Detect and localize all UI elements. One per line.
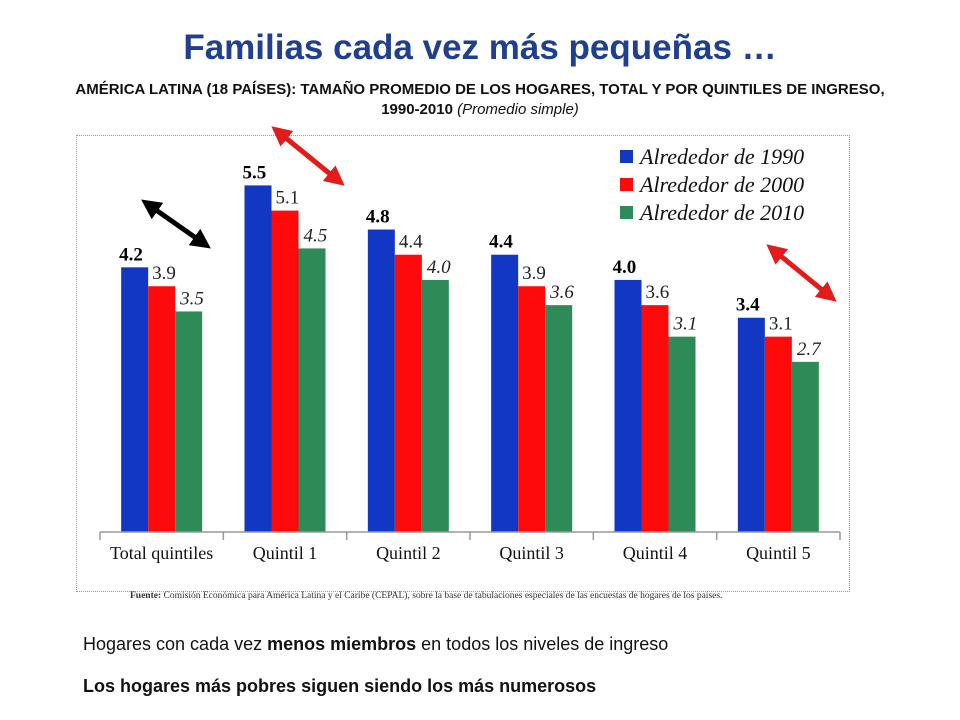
value-label-quintil-1-alrededor-de-2000: 5.1 — [276, 188, 300, 209]
tick-label-total-quintiles: Total quintiles — [110, 543, 213, 563]
value-label-quintil-4-alrededor-de-2000: 3.6 — [646, 282, 670, 303]
value-label-quintil-5-alrededor-de-2010: 2.7 — [797, 339, 822, 360]
value-label-quintil-3-alrededor-de-2000: 3.9 — [522, 263, 546, 284]
bar-quintil-3-alrededor-de-2000 — [518, 286, 546, 532]
bar-quintil-5-alrededor-de-2000 — [764, 336, 792, 532]
bar-quintil-2-alrededor-de-2010 — [421, 279, 449, 532]
tick-label-quintil-2: Quintil 2 — [376, 543, 441, 563]
bar-quintil-3-alrededor-de-2010 — [545, 305, 573, 532]
value-label-total-quintiles-alrededor-de-1990: 4.2 — [119, 244, 143, 265]
value-label-quintil-2-alrededor-de-2010: 4.0 — [427, 257, 451, 278]
annotation-arrow-total — [141, 199, 211, 249]
value-label-total-quintiles-alrededor-de-2000: 3.9 — [152, 263, 176, 284]
bullet-hogares-pobres: Los hogares más pobres siguen siendo los… — [83, 676, 597, 696]
value-label-quintil-5-alrededor-de-2000: 3.1 — [769, 314, 793, 335]
bar-total-quintiles-alrededor-de-1990 — [121, 267, 149, 532]
annotation-arrow-quintil-5 — [766, 244, 837, 302]
bar-total-quintiles-alrededor-de-2010 — [175, 311, 203, 532]
bullet-1-bold: menos miembros — [267, 634, 417, 654]
bullet-1-post: en todos los niveles de ingreso — [416, 634, 669, 654]
bar-quintil-5-alrededor-de-1990 — [737, 317, 765, 532]
bar-quintil-4-alrededor-de-1990 — [614, 279, 642, 532]
value-label-quintil-3-alrededor-de-1990: 4.4 — [489, 232, 513, 253]
annotation-arrow-quintil-1 — [271, 126, 345, 186]
tick-label-quintil-5: Quintil 5 — [746, 543, 811, 563]
x-axis: Total quintiles Quintil 1 Quintil 2 Quintil… — [99, 531, 841, 563]
legend-label-alrededor-de-1990: Alrededor de 1990 — [638, 144, 804, 169]
bar-quintil-1-alrededor-de-1990 — [244, 185, 272, 532]
bar-quintil-4-alrededor-de-2000 — [641, 305, 669, 532]
value-label-quintil-4-alrededor-de-1990: 4.0 — [613, 257, 637, 278]
source-label: Fuente: — [130, 591, 162, 601]
chart-frame — [76, 135, 850, 592]
legend-label-alrededor-de-2000: Alrededor de 2000 — [638, 172, 804, 197]
bars-layer — [121, 185, 819, 532]
value-label-quintil-3-alrededor-de-2010: 3.6 — [549, 282, 574, 303]
bar-quintil-4-alrededor-de-2010 — [668, 336, 696, 532]
bullet-1-pre: Hogares con cada vez — [83, 634, 268, 654]
slide-title: Familias cada vez más pequeñas … — [183, 28, 777, 67]
bar-quintil-2-alrededor-de-1990 — [367, 229, 395, 532]
value-label-total-quintiles-alrededor-de-2010: 3.5 — [179, 288, 204, 309]
subtitle-note: (Promedio simple) — [457, 101, 579, 118]
value-label-quintil-5-alrededor-de-1990: 3.4 — [736, 295, 760, 316]
bar-quintil-1-alrededor-de-2000 — [271, 210, 299, 532]
tick-label-quintil-1: Quintil 1 — [253, 543, 318, 563]
chart-subtitle: AMÉRICA LATINA (18 PAÍSES): TAMAÑO PROME… — [60, 80, 900, 120]
value-label-quintil-4-alrededor-de-2010: 3.1 — [673, 314, 698, 335]
tick-label-quintil-3: Quintil 3 — [499, 543, 564, 563]
source-note: Fuente: Comisión Económica para América … — [130, 591, 890, 601]
value-label-quintil-2-alrededor-de-1990: 4.8 — [366, 207, 390, 228]
legend-swatch-alrededor-de-1990 — [620, 150, 633, 163]
legend-label-alrededor-de-2010: Alrededor de 2010 — [638, 200, 804, 225]
legend-swatch-alrededor-de-2010 — [620, 206, 633, 219]
value-label-quintil-1-alrededor-de-2010: 4.5 — [304, 225, 328, 246]
bar-quintil-2-alrededor-de-2000 — [394, 254, 422, 532]
legend: Alrededor de 1990 Alrededor de 2000 Alrede… — [620, 144, 804, 225]
bar-quintil-1-alrededor-de-2010 — [298, 248, 326, 532]
tick-label-quintil-4: Quintil 4 — [623, 543, 688, 563]
subtitle-main: AMÉRICA LATINA (18 PAÍSES): TAMAÑO PROME… — [75, 81, 885, 118]
value-label-quintil-2-alrededor-de-2000: 4.4 — [399, 232, 423, 253]
bar-quintil-5-alrededor-de-2010 — [791, 361, 819, 532]
source-text: Comisión Económica para América Latina y… — [163, 591, 723, 601]
value-labels-layer: 4.23.93.55.55.14.54.84.44.04.43.93.64.03… — [119, 162, 822, 359]
bar-total-quintiles-alrededor-de-2000 — [148, 286, 176, 532]
bar-quintil-3-alrededor-de-1990 — [491, 254, 519, 532]
value-label-quintil-1-alrededor-de-1990: 5.5 — [243, 162, 267, 183]
legend-swatch-alrededor-de-2000 — [620, 178, 633, 191]
bullet-menos-miembros: Hogares con cada vez menos miembros en t… — [83, 634, 668, 655]
